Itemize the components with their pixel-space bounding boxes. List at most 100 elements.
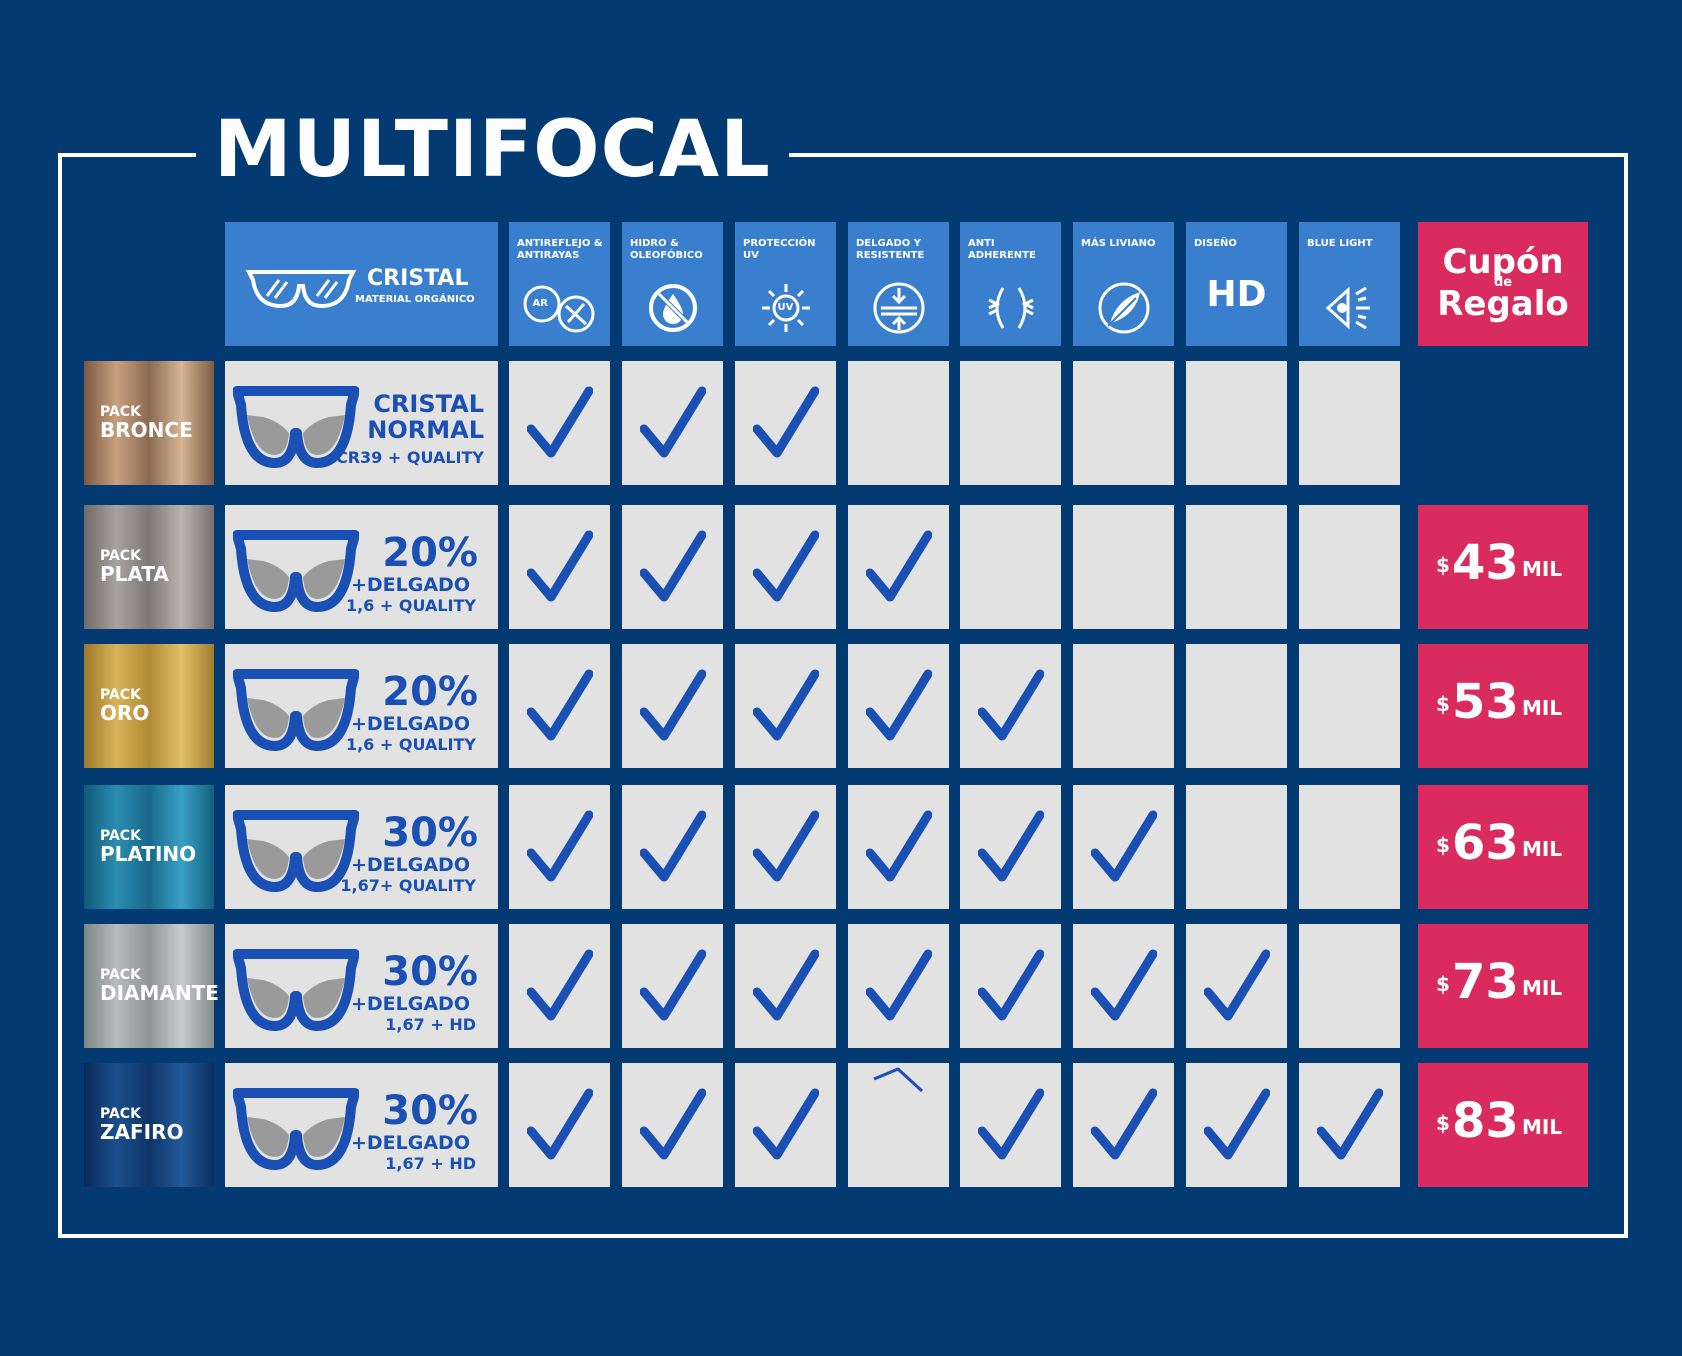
- pack-label: PACK: [100, 967, 141, 983]
- feature-cell: [848, 644, 949, 768]
- feature-cell: [735, 505, 836, 629]
- feature-cell: [960, 361, 1061, 485]
- feature-cell: [622, 361, 723, 485]
- cupon-line2: de: [1493, 275, 1513, 290]
- feature-cell: [960, 1063, 1061, 1187]
- feature-cell: [1186, 1063, 1287, 1187]
- pack-oro: PACK ORO: [84, 644, 214, 768]
- feature-cell: [622, 1063, 723, 1187]
- feature-label: HIDRO & OLEOFÓBICO: [630, 238, 703, 261]
- drop-icon: [645, 280, 701, 340]
- lens-line1: 30%: [382, 1088, 478, 1134]
- hd-icon: HD: [1206, 274, 1267, 315]
- pack-plata: PACK PLATA: [84, 505, 214, 629]
- check-icon: [753, 669, 819, 741]
- coupon-price: $83 MIL: [1418, 1063, 1588, 1187]
- check-icon: [640, 669, 706, 741]
- pack-name: BRONCE: [100, 418, 193, 442]
- lens-description: 20% +DELGADO 1,6 + QUALITY: [225, 505, 498, 629]
- check-icon: [640, 949, 706, 1021]
- header-feature-4: ANTI ADHERENTE: [960, 222, 1061, 346]
- feature-label: MÁS LIVIANO: [1081, 238, 1156, 249]
- lens-line1: 30%: [382, 949, 478, 995]
- check-icon: [527, 386, 593, 458]
- pack-name: DIAMANTE: [100, 981, 219, 1005]
- check-icon: [978, 669, 1044, 741]
- check-icon: [1091, 810, 1157, 882]
- feature-cell: [1186, 785, 1287, 909]
- pack-platino: PACK PLATINO: [84, 785, 214, 909]
- cupon-line1: Cupón: [1442, 242, 1564, 282]
- check-icon: [1204, 1088, 1270, 1160]
- check-icon: [753, 530, 819, 602]
- lens-line1: 30%: [382, 810, 478, 856]
- check-icon: [527, 810, 593, 882]
- check-icon: [978, 949, 1044, 1021]
- header-cristal: CRISTAL MATERIAL ORGÁNICO: [225, 222, 498, 346]
- feature-cell: [960, 924, 1061, 1048]
- blue-light-eye-icon: [1320, 280, 1380, 340]
- price-currency: $: [1436, 833, 1450, 857]
- header-feature-0: ANTIREFLEJO & ANTIRAYAS AR: [509, 222, 610, 346]
- feature-cell: [735, 785, 836, 909]
- header-feature-5: MÁS LIVIANO: [1073, 222, 1174, 346]
- check-icon: [1091, 1088, 1157, 1160]
- pack-label: PACK: [100, 548, 141, 564]
- check-icon: [753, 810, 819, 882]
- feature-cell: [1073, 361, 1174, 485]
- table-frame: [58, 153, 1628, 1238]
- price-currency: $: [1436, 972, 1450, 996]
- pack-label: PACK: [100, 1106, 141, 1122]
- feature-badge: AR: [532, 298, 548, 309]
- sun-uv-icon: UV: [756, 280, 816, 340]
- lens-line2: +DELGADO: [350, 574, 470, 596]
- lens-glasses-icon: [233, 530, 359, 612]
- feature-cell: [848, 785, 949, 909]
- feature-cell: [622, 924, 723, 1048]
- feature-cell: [1186, 361, 1287, 485]
- pack-name: ZAFIRO: [100, 1120, 184, 1144]
- lens-glasses-icon: [233, 949, 359, 1031]
- check-icon: [753, 386, 819, 458]
- glasses-icon: [245, 270, 357, 309]
- anti-adherent-icon: [981, 280, 1041, 340]
- feature-cell: [848, 361, 949, 485]
- check-icon: [640, 386, 706, 458]
- feature-cell: [1186, 505, 1287, 629]
- price-currency: $: [1436, 692, 1450, 716]
- check-icon: [640, 810, 706, 882]
- feature-cell: [1186, 644, 1287, 768]
- feature-cell: [735, 361, 836, 485]
- check-icon: [978, 810, 1044, 882]
- lens-description: 20% +DELGADO 1,6 + QUALITY: [225, 644, 498, 768]
- feature-cell: [1299, 644, 1400, 768]
- feature-cell: [509, 505, 610, 629]
- cristal-title: CRISTAL: [367, 266, 469, 291]
- price-unit: MIL: [1522, 837, 1563, 861]
- check-icon: [527, 1088, 593, 1160]
- feature-badge: UV: [777, 302, 794, 313]
- check-icon: [640, 1088, 706, 1160]
- lens-description: 30% +DELGADO 1,67 + HD: [225, 924, 498, 1048]
- lens-line2: +DELGADO: [350, 1132, 470, 1154]
- feature-cell: [1073, 505, 1174, 629]
- antireflejo-icon: AR: [520, 280, 600, 340]
- pack-label: PACK: [100, 404, 141, 420]
- price-unit: MIL: [1522, 696, 1563, 720]
- lens-description: 30% +DELGADO 1,67 + HD: [225, 1063, 498, 1187]
- lens-line1: CRISTAL: [373, 390, 484, 418]
- pack-name: ORO: [100, 701, 150, 725]
- feature-label: BLUE LIGHT: [1307, 238, 1373, 249]
- check-icon: [527, 530, 593, 602]
- lens-glasses-icon: [233, 810, 359, 892]
- feature-cell: [1073, 644, 1174, 768]
- price-amount: 53: [1452, 674, 1519, 730]
- feature-cell: [1299, 361, 1400, 485]
- check-icon: [978, 1088, 1044, 1160]
- feature-cell: [735, 1063, 836, 1187]
- lens-line3: 1,67 + HD: [385, 1015, 476, 1034]
- check-icon: [1091, 949, 1157, 1021]
- check-icon: [640, 530, 706, 602]
- feature-cell: [1186, 924, 1287, 1048]
- header-feature-2: PROTECCIÓN UV UV: [735, 222, 836, 346]
